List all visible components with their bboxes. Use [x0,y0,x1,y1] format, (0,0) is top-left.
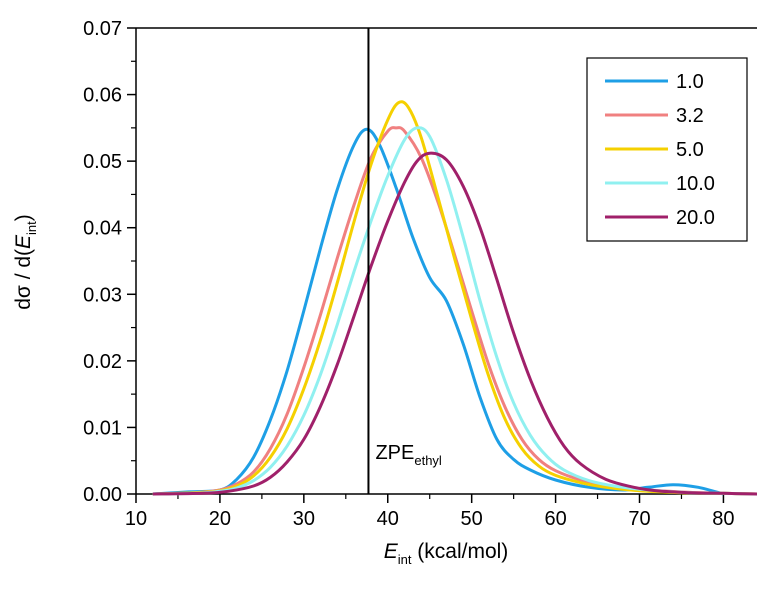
y-tick-label: 0.04 [83,218,122,240]
x-tick-label: 60 [544,508,566,530]
x-tick-label: 70 [628,508,650,530]
x-axis-ticks: 10 20 30 40 50 60 70 80 [125,494,735,530]
y-axis-ticks: 0.00 0.01 0.02 0.03 0.04 0.05 0.06 0.07 [83,18,136,506]
y-axis-title: dσ / d(Eint) [12,214,39,310]
x-axis-title-sub: int [398,552,412,567]
legend-label: 5.0 [676,139,704,161]
legend-label: 3.2 [676,105,704,127]
y-tick-label: 0.02 [83,351,122,373]
y-tick-label: 0.00 [83,484,122,506]
zpe-label: ZPEethyl [375,442,441,468]
y-tick-label: 0.03 [83,284,122,306]
y-tick-label: 0.05 [83,151,122,173]
x-axis-title: Eint (kcal/mol) [384,540,509,567]
y-axis-title-sub: int [24,221,39,235]
x-tick-label: 40 [377,508,399,530]
legend: 1.0 3.2 5.0 10.0 20.0 [587,58,747,241]
x-tick-label: 50 [461,508,483,530]
x-tick-label: 10 [125,508,147,530]
y-axis-title-post: ) [12,214,35,221]
x-tick-label: 20 [209,508,231,530]
x-axis-title-rest: (kcal/mol) [411,540,508,563]
y-tick-label: 0.07 [83,18,122,40]
legend-label: 1.0 [676,71,704,93]
x-tick-label: 30 [293,508,315,530]
zpe-annotation: ZPEethyl [368,28,441,494]
y-tick-label: 0.01 [83,417,122,439]
y-tick-label: 0.06 [83,85,122,107]
legend-label: 10.0 [676,173,715,195]
x-tick-label: 80 [712,508,734,530]
legend-label: 20.0 [676,207,715,229]
zpe-label-main: ZPE [375,442,414,464]
zpe-label-sub: ethyl [414,453,442,468]
y-axis-title-pre: dσ / d( [12,249,35,310]
x-axis-title-main: E [384,540,399,563]
y-axis-title-main: E [12,234,35,249]
